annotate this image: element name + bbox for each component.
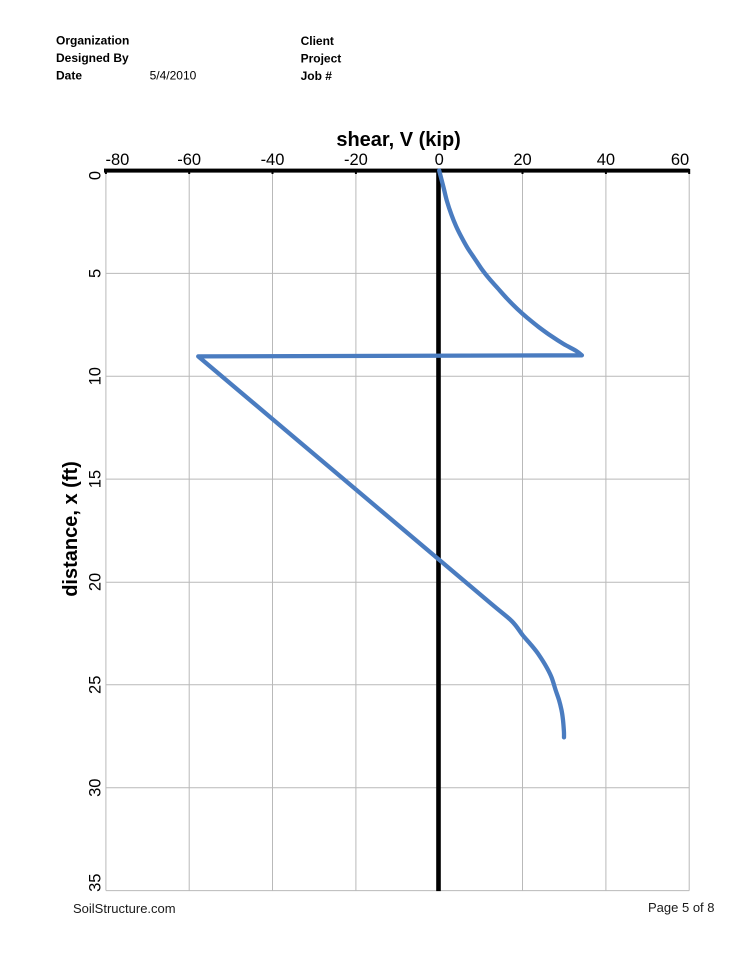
svg-text:-80: -80 [106, 151, 130, 169]
svg-text:5: 5 [87, 269, 105, 278]
svg-text:60: 60 [671, 151, 689, 169]
svg-text:40: 40 [597, 151, 615, 169]
svg-text:25: 25 [87, 676, 105, 694]
svg-text:SoilStructure.com: SoilStructure.com [73, 901, 176, 916]
svg-text:Page 5 of 8: Page 5 of 8 [648, 900, 715, 915]
svg-text:0: 0 [87, 171, 105, 180]
svg-text:-40: -40 [261, 151, 285, 169]
svg-text:distance, x (ft): distance, x (ft) [60, 461, 82, 597]
svg-text:Organization: Organization [56, 33, 129, 47]
svg-text:0: 0 [435, 151, 444, 169]
svg-text:Project: Project [301, 51, 342, 65]
svg-text:10: 10 [87, 367, 105, 385]
svg-text:15: 15 [87, 470, 105, 488]
svg-text:5/4/2010: 5/4/2010 [150, 69, 197, 83]
svg-text:Date: Date [56, 69, 82, 83]
svg-text:20: 20 [513, 151, 531, 169]
svg-text:20: 20 [87, 573, 105, 591]
svg-text:35: 35 [87, 874, 105, 892]
svg-text:-60: -60 [177, 151, 201, 169]
svg-text:Designed By: Designed By [56, 51, 129, 65]
svg-text:shear, V (kip): shear, V (kip) [336, 129, 461, 151]
svg-text:Client: Client [301, 34, 334, 48]
svg-text:30: 30 [87, 779, 105, 797]
svg-text:-20: -20 [344, 151, 368, 169]
svg-text:Job #: Job # [301, 69, 333, 83]
